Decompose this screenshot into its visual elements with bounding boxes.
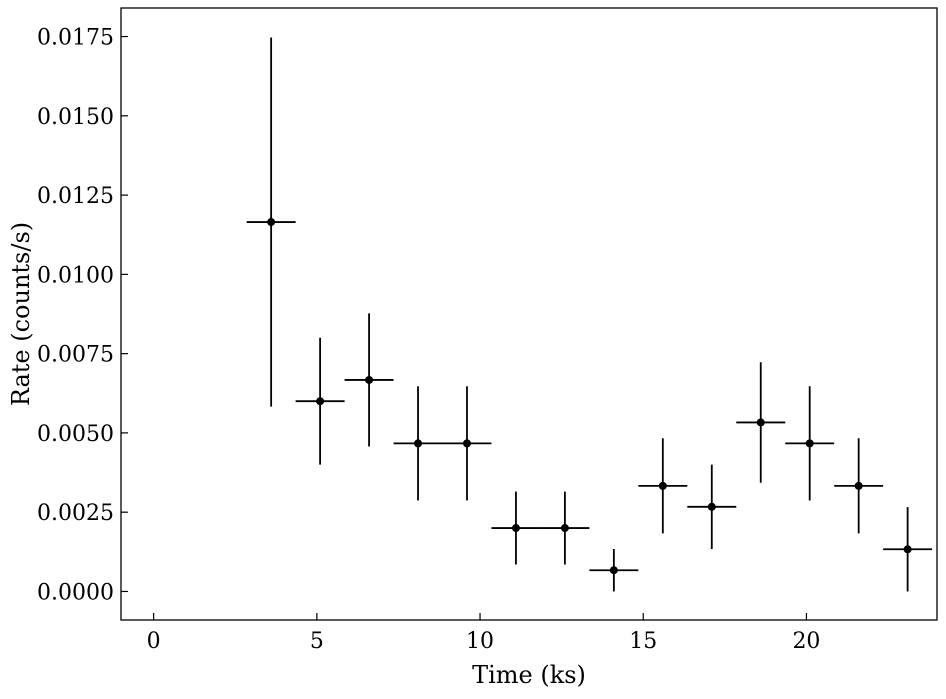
data-point — [491, 491, 541, 565]
y-tick-label: 0.0025 — [37, 501, 114, 526]
point-marker — [462, 439, 471, 448]
x-tick-label: 20 — [792, 629, 820, 654]
y-tick-label: 0.0175 — [37, 26, 114, 51]
data-point — [638, 438, 688, 534]
x-axis-label: Time (ks) — [472, 661, 586, 689]
y-tick-label: 0.0075 — [37, 343, 114, 368]
point-marker — [511, 524, 520, 533]
x-tick-label: 10 — [466, 629, 494, 654]
data-point — [589, 548, 639, 592]
point-marker — [560, 524, 569, 533]
y-tick-label: 0.0000 — [37, 580, 114, 605]
data-point — [344, 313, 394, 447]
data-point — [442, 386, 492, 501]
point-marker — [903, 545, 912, 554]
point-marker — [854, 481, 863, 490]
data-point — [295, 337, 345, 465]
point-marker — [414, 439, 423, 448]
data-point — [540, 491, 590, 565]
point-marker — [707, 502, 716, 511]
point-marker — [316, 397, 325, 406]
data-point — [393, 386, 443, 501]
x-tick-label: 5 — [310, 629, 324, 654]
ticks: 0 5 10 15 20 0.0000 0.0025 0.0050 0.0075 0.0100 0.… — [37, 26, 820, 654]
data-point — [834, 438, 884, 534]
point-marker — [658, 481, 667, 490]
x-tick-label: 15 — [629, 629, 657, 654]
plot-frame — [120, 7, 938, 621]
data-point — [736, 362, 786, 483]
data-point — [246, 37, 296, 407]
data-points — [246, 37, 933, 592]
y-tick-label: 0.0125 — [37, 184, 114, 209]
data-point — [883, 507, 933, 592]
point-marker — [756, 418, 765, 427]
y-axis-label: Rate (counts/s) — [7, 222, 35, 406]
x-tick-label: 0 — [147, 629, 161, 654]
y-tick-label: 0.0150 — [37, 105, 114, 130]
y-tick-label: 0.0050 — [37, 422, 114, 447]
point-marker — [609, 566, 618, 575]
y-tick-label: 0.0100 — [37, 263, 114, 288]
point-marker — [267, 218, 276, 227]
point-marker — [365, 375, 374, 384]
point-marker — [805, 439, 814, 448]
data-point — [785, 386, 835, 501]
data-point — [687, 464, 737, 549]
